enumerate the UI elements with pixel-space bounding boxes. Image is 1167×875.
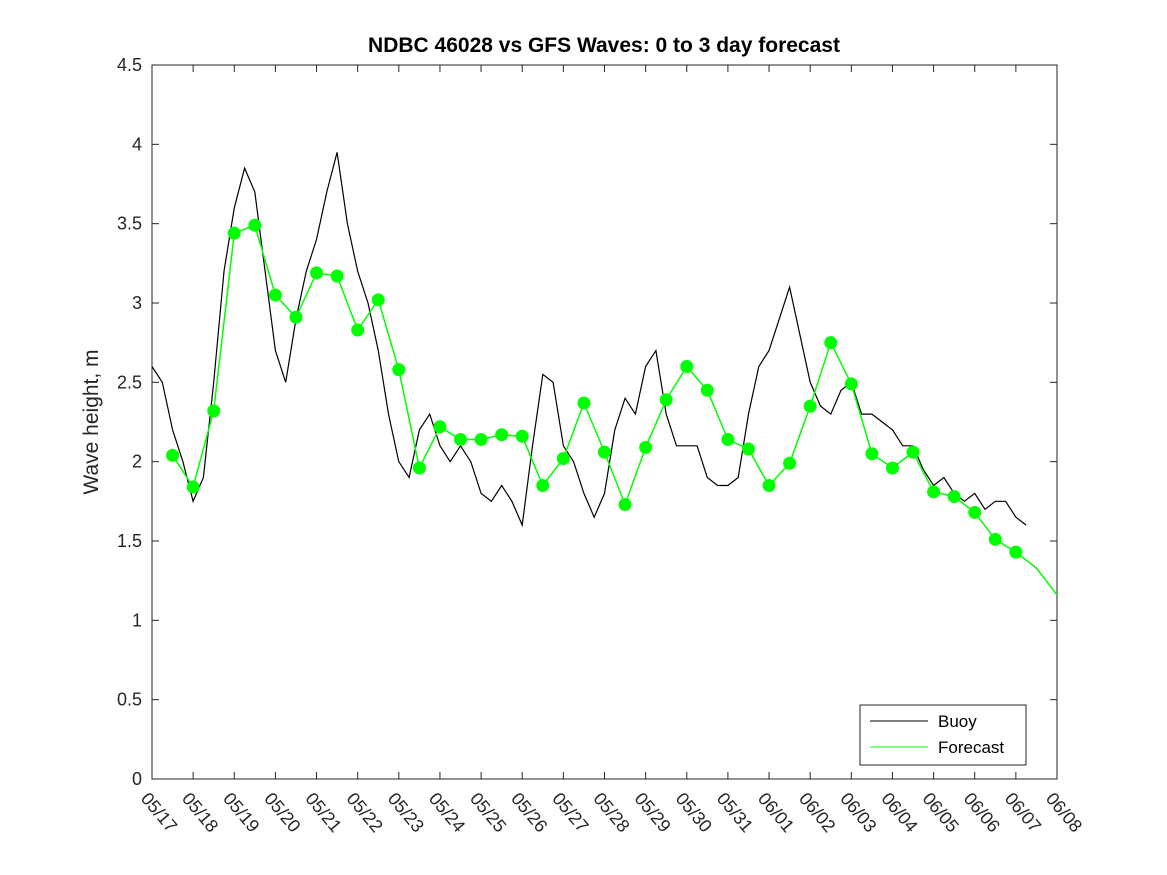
forecast-point	[927, 485, 941, 499]
forecast-point	[556, 451, 570, 465]
forecast-point	[268, 288, 282, 302]
forecast-point	[783, 456, 797, 470]
forecast-point	[639, 440, 653, 454]
forecast-markers	[166, 218, 1023, 559]
forecast-point	[906, 445, 920, 459]
series-line-buoy	[151, 152, 1027, 528]
y-tick-label: 1.5	[117, 531, 142, 551]
forecast-point	[515, 429, 529, 443]
forecast-point	[412, 461, 426, 475]
forecast-point	[330, 269, 344, 283]
forecast-point	[885, 461, 899, 475]
forecast-point	[351, 323, 365, 337]
forecast-point	[186, 480, 200, 494]
forecast-point	[968, 505, 982, 519]
forecast-point	[659, 393, 673, 407]
y-tick-label: 4	[132, 134, 142, 154]
forecast-point	[803, 399, 817, 413]
forecast-point	[207, 404, 221, 418]
forecast-point	[392, 363, 406, 377]
forecast-point	[1009, 545, 1023, 559]
forecast-point	[824, 336, 838, 350]
forecast-point	[988, 532, 1002, 546]
y-axis-label: Wave height, m	[80, 349, 103, 494]
y-tick-label: 4.5	[117, 55, 142, 75]
y-tick-label: 1	[132, 610, 142, 630]
forecast-point	[577, 396, 591, 410]
legend-box	[859, 704, 1027, 766]
y-tick-label: 2	[132, 452, 142, 472]
forecast-point	[598, 445, 611, 459]
y-tick-label: 0.5	[117, 690, 142, 710]
forecast-point	[721, 432, 735, 446]
legend-label-forecast: Forecast	[938, 738, 1004, 757]
forecast-point	[227, 226, 241, 240]
forecast-point	[166, 448, 180, 462]
forecast-point	[248, 218, 262, 232]
forecast-point	[289, 310, 303, 324]
forecast-point	[495, 428, 509, 442]
y-tick-label: 3	[132, 293, 142, 313]
y-tick-label: 2.5	[117, 372, 142, 392]
forecast-point	[700, 383, 714, 397]
forecast-point	[371, 293, 385, 307]
forecast-point	[433, 420, 447, 434]
legend: Buoy Forecast	[859, 704, 1027, 766]
forecast-point	[310, 266, 324, 280]
forecast-point	[762, 478, 776, 492]
forecast-point	[454, 432, 468, 446]
forecast-point	[680, 359, 694, 373]
forecast-point	[536, 478, 550, 492]
y-tick-label: 0	[132, 769, 142, 789]
plot-area	[151, 64, 1058, 780]
forecast-point	[474, 432, 488, 446]
chart-title: NDBC 46028 vs GFS Waves: 0 to 3 day fore…	[368, 34, 840, 57]
forecast-point	[865, 447, 879, 461]
forecast-point	[618, 498, 632, 512]
legend-label-buoy: Buoy	[938, 712, 977, 731]
forecast-point	[741, 442, 755, 456]
forecast-point	[844, 377, 858, 391]
y-tick-label: 3.5	[117, 214, 142, 234]
forecast-point	[947, 490, 961, 504]
